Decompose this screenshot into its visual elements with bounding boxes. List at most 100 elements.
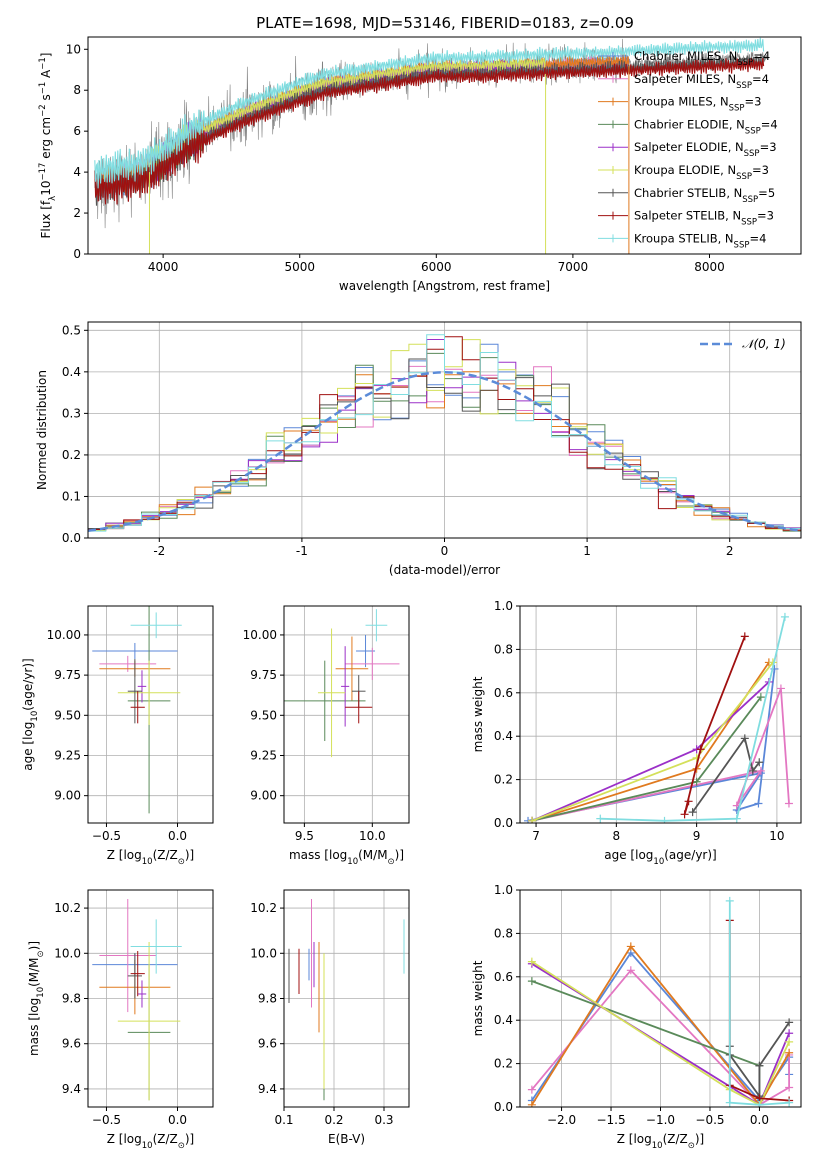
weight-marker [785,1029,794,1038]
legend-label: Chabrier STELIB, NSSP=5 [634,186,775,205]
label-part: 10 [39,181,53,196]
weight-marker [725,896,734,905]
weight-marker [688,808,697,817]
error-point [92,642,178,660]
legend-sub: SSP [729,104,745,114]
label-part: 10 [653,857,664,867]
label-part: (age/yr)] [664,848,716,862]
y-axis-label: Flux [fλ10−17 erg cm−2 s−1 A−1] [38,53,58,239]
y-tick-label: 9.00 [250,789,277,803]
y-axis-label: Normed distribution [35,370,49,490]
x-tick-label: -1 [296,544,308,558]
y-tick-label: 0.4 [494,729,513,743]
legend-label: 𝒩(0, 1) [742,337,786,351]
y-axis-label: age [log10(age/yr)] [21,658,40,770]
label-part: )] [395,848,404,862]
y-tick-label: 9.8 [62,992,81,1006]
label-part: (M/M [27,957,41,986]
legend-label: Salpeter STELIB, NSSP=3 [634,209,774,228]
label-part: −1 [38,57,48,70]
legend-sub: SSP [744,149,760,159]
weight-marker [785,1018,794,1027]
x-tick-label: −2.0 [547,1113,576,1127]
error-point [335,636,369,701]
y-tick-label: 0.5 [62,323,81,337]
legend-series-name: Kroupa MILES [634,95,713,109]
x-tick-label: 0 [441,544,449,558]
y-tick-label: 8 [73,83,81,97]
legend-label: Chabrier MILES, NSSP=4 [634,49,770,68]
legend-series-name: Chabrier STELIB [634,186,726,200]
label-part: )] [185,1132,194,1146]
x-axis-label: wavelength [Angstrom, rest frame] [339,279,550,293]
y-tick-label: 0.1 [62,489,81,503]
label-part: Flux [f [39,200,53,238]
x-tick-label: 7000 [558,260,589,274]
y-tick-label: 9.8 [258,992,277,1006]
legend-label: Salpeter ELODIE, NSSP=3 [634,140,777,159]
weight-series [531,688,790,822]
legend-n: , N [713,95,729,109]
legend-nssp: 4 [770,117,777,131]
legend-label: Chabrier ELODIE, NSSP=4 [634,117,778,136]
x-axis-label: E(B-V) [328,1132,365,1146]
weight-series [531,944,790,1107]
label-part: mass [log [289,848,347,862]
legend-nssp: 3 [754,95,761,109]
x-axis-label: Z [log10(Z/Z⊙)] [107,1132,195,1151]
y-tick-label: 4 [73,165,81,179]
y-tick-label: 0.2 [494,1057,513,1071]
axes-weight-Z: −2.0 −1.5 −1.0 −0.5 0.0 0.0 0.2 0.4 0.6 0.8 1.0 Z [… [471,883,802,1151]
error-point [127,659,142,724]
label-part: Z [log [107,1132,142,1146]
y-tick-label: 0.0 [494,816,513,830]
y-tick-label: 1.0 [494,599,513,613]
plot-area-residuals [88,334,801,532]
y-tick-label: 0.0 [494,1100,513,1114]
y-tick-label: 10.0 [250,946,277,960]
x-tick-label: 0.0 [750,1113,769,1127]
y-tick-label: 0.3 [62,406,81,420]
weight-marker [527,957,536,966]
y-tick-label: 9.50 [54,708,81,722]
legend-label: Salpeter MILES, NSSP=4 [634,72,769,91]
x-tick-label: 7 [532,829,540,843]
legend-sub: SSP [734,240,750,250]
legend: Chabrier MILES, NSSP=4 Salpeter MILES, NS… [598,49,778,250]
y-tick-label: 0.2 [494,773,513,787]
legend-series-name: Salpeter ELODIE [634,140,728,154]
error-point [99,899,157,1013]
y-tick-label: 9.75 [54,668,81,682]
weight-marker [785,1048,794,1057]
y-tick-label: 0.2 [62,448,81,462]
y-tick-label: 0.4 [62,365,81,379]
x-tick-label: 1 [583,544,591,558]
y-tick-label: 9.25 [250,748,277,762]
label-part: (age/yr)] [21,658,35,710]
legend-eq: = [749,231,759,245]
legend-nssp: 5 [768,186,775,200]
x-tick-label: 2 [726,544,734,558]
legend-n: , N [725,209,741,223]
weight-marker [740,632,749,641]
legend-eq: = [760,140,770,154]
weight-marker [696,745,705,754]
y-axis-label: mass [log10(M/M⊙)] [27,941,46,1056]
weight-series [691,736,761,813]
y-tick-label: 10.00 [47,628,81,642]
weight-marker [784,799,793,808]
weight-marker [626,966,635,975]
plot-area-weight-Z [527,896,794,1107]
y-tick-label: 10.00 [243,628,277,642]
label-part: −2 [38,104,48,117]
error-point [130,951,145,997]
label-part: 10 [36,987,46,998]
x-tick-label: -2 [153,544,165,558]
label-part: Z [log [107,848,142,862]
label-part: )] [27,941,41,950]
weight-marker [660,816,669,823]
label-part: ⊙ [688,1141,695,1151]
legend-series-name: Chabrier ELODIE [634,117,729,131]
label-part: −17 [38,163,48,181]
